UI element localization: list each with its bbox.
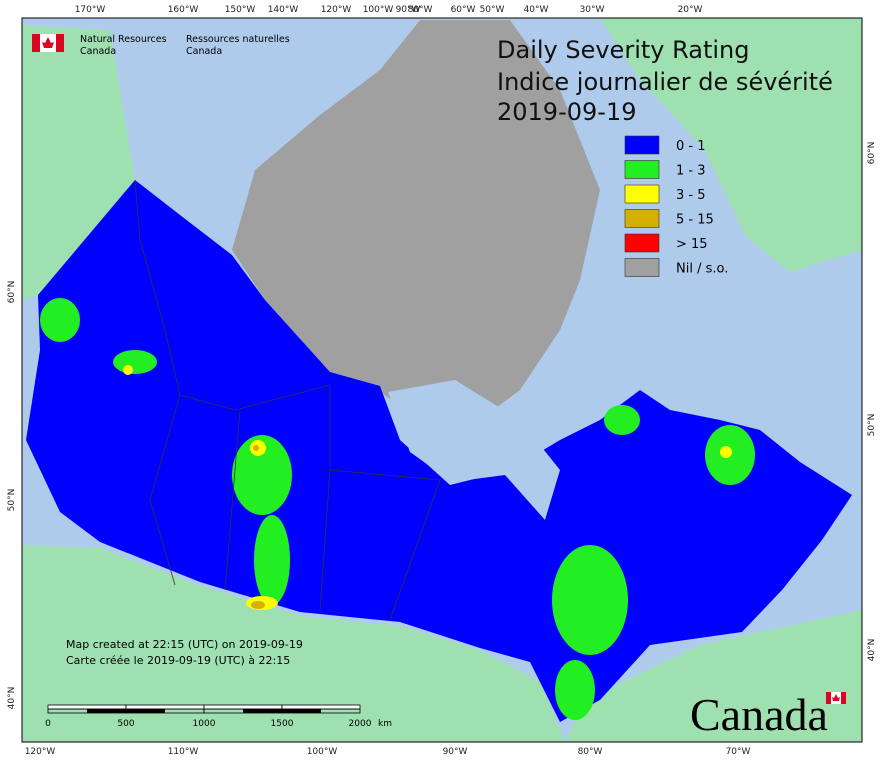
longitude-label: 100°W [307, 747, 338, 757]
legend: 0 - 1 1 - 3 3 - 5 5 - 15 > 15 Nil / s.o. [624, 135, 728, 277]
longitude-label: 30°W [580, 5, 605, 15]
scale-segment [87, 709, 126, 713]
legend-swatch [624, 233, 660, 253]
scale-label: 1000 [193, 719, 216, 729]
scale-segment [126, 709, 165, 713]
scale-bar: 0 500 1000 1500 2000 km [45, 704, 392, 729]
longitude-label: 120°W [25, 747, 56, 757]
longitude-label: 110°W [168, 747, 199, 757]
title: Daily Severity Rating [497, 36, 749, 64]
legend-swatch [624, 184, 660, 204]
longitude-label: 150°W [225, 5, 256, 15]
dsr-5-15-areas [251, 445, 265, 609]
latitude-label: 60°N [7, 281, 17, 304]
scale-segment [203, 704, 283, 710]
latitude-label: 40°N [7, 687, 17, 710]
frame [21, 17, 863, 743]
date: 2019-09-19 [497, 98, 636, 126]
scale-unit: km [378, 719, 392, 729]
scale-label: 0 [45, 719, 51, 729]
agency-fr: Ressources naturelles [186, 34, 290, 45]
usa-east [565, 610, 862, 742]
longitude-label: 90°W [396, 5, 421, 15]
greenland [600, 18, 862, 272]
arctic-islands [232, 20, 600, 420]
title-fr: Indice journalier de sévérité [497, 68, 833, 96]
longitude-label: 100°W [363, 5, 394, 15]
legend-label: 3 - 5 [676, 188, 706, 203]
scale-segment [281, 708, 361, 714]
longitude-label: 70°W [726, 747, 751, 757]
scale-label: 2000 [349, 719, 372, 729]
scale-segment [243, 709, 282, 713]
agency-fr: Canada [186, 46, 222, 57]
longitude-label: 80°W [408, 5, 433, 15]
longitude-label: 40°W [524, 5, 549, 15]
longitude-label: 160°W [168, 5, 199, 15]
latitude-label: 50°N [7, 489, 17, 512]
scale-label: 1500 [271, 719, 294, 729]
alaska [22, 25, 135, 300]
latitude-label: 40°N [867, 639, 877, 662]
canada [26, 180, 852, 722]
longitude-label: 140°W [268, 5, 299, 15]
wordmark: Canada [690, 689, 828, 740]
legend-swatch [624, 135, 660, 155]
legend-swatch [624, 209, 660, 228]
scale-segment [125, 704, 205, 710]
latitude-label: 60°N [867, 142, 877, 165]
hudson-bay [388, 380, 560, 520]
legend-label: 5 - 15 [676, 213, 714, 228]
legend-swatch [624, 160, 660, 179]
longitude-label: 50°W [480, 5, 505, 15]
longitude-label: 20°W [678, 5, 703, 15]
scale-label: 500 [117, 719, 134, 729]
provincial-borders [134, 179, 441, 621]
canada-wordmark: Canada [690, 689, 846, 740]
legend-label: Nil / s.o. [676, 262, 728, 277]
longitude-label: 120°W [321, 5, 352, 15]
scale-segment [281, 704, 361, 710]
longitude-label: 80°W [578, 747, 603, 757]
longitude-label: 60°W [451, 5, 476, 15]
scale-segment [47, 704, 127, 710]
usa [22, 545, 565, 742]
footer-note: Carte créée le 2019-09-19 (UTC) à 22:15 [66, 654, 290, 667]
scale-segment [282, 709, 321, 713]
longitude-label: 170°W [75, 5, 106, 15]
legend-label: > 15 [676, 237, 708, 252]
footer-note: Map created at 22:15 (UTC) on 2019-09-19 [66, 638, 303, 651]
agency-en: Natural Resources [80, 34, 167, 45]
agency-en: Canada [80, 46, 116, 57]
graticule-labels: 170°W 160°W 150°W 140°W 120°W 100°W 90°W80°W 60… [7, 5, 877, 757]
legend-swatch [624, 258, 660, 277]
longitude-label: 90°W [443, 747, 468, 757]
latitude-label: 50°N [867, 414, 877, 437]
legend-label: 1 - 3 [676, 164, 706, 179]
nrcan-signature: Natural Resources Canada Ressources natu… [32, 34, 290, 57]
legend-label: 0 - 1 [676, 139, 706, 154]
